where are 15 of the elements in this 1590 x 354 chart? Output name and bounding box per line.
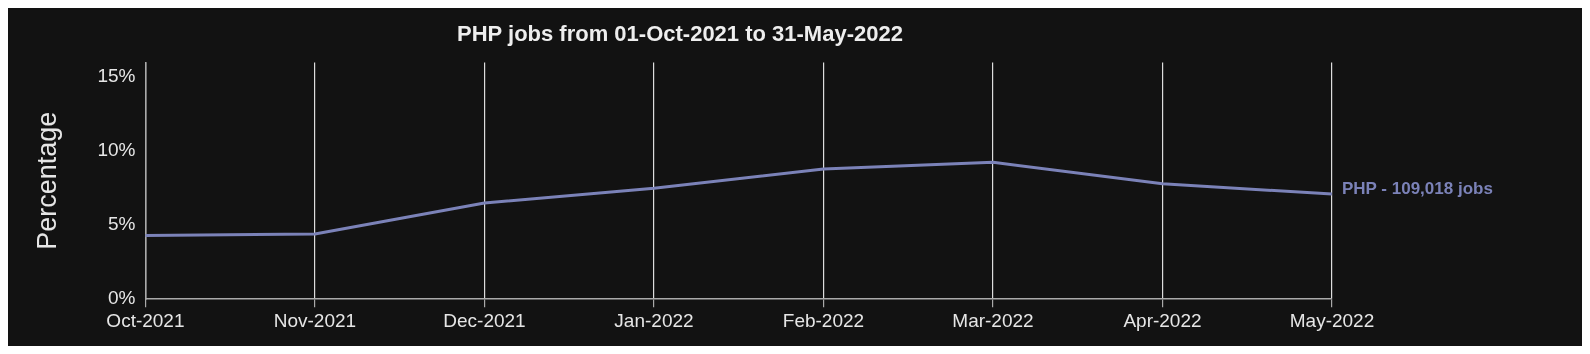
chart-title: PHP jobs from 01-Oct-2021 to 31-May-2022 xyxy=(457,21,903,47)
series-label: PHP - 109,018 jobs xyxy=(1342,178,1493,198)
x-tick-label: Jan-2022 xyxy=(614,309,694,331)
y-tick-label: 5% xyxy=(107,213,136,235)
x-tick-label: Dec-2021 xyxy=(443,309,526,331)
x-tick-label: Apr-2022 xyxy=(1123,309,1202,331)
x-tick-label: Feb-2022 xyxy=(782,309,865,331)
y-tick-label: 15% xyxy=(97,65,136,87)
x-tick-label: Nov-2021 xyxy=(273,309,357,331)
x-tick-label: May-2022 xyxy=(1289,309,1375,331)
y-tick-label: 10% xyxy=(97,139,136,161)
x-tick-label: Mar-2022 xyxy=(952,309,1034,331)
y-axis-title: Percentage xyxy=(31,111,62,250)
x-tick-label: Oct-2021 xyxy=(106,309,185,331)
y-tick-label: 0% xyxy=(107,287,136,309)
